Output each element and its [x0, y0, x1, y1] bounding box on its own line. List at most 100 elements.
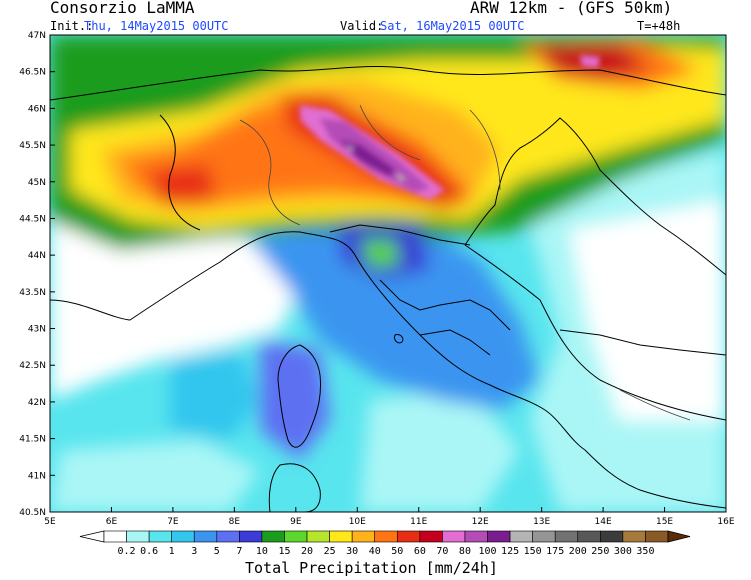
border-piedmont	[239, 119, 301, 226]
legend-color-box	[487, 530, 511, 543]
lat-tick-label: 45.5N	[19, 141, 46, 151]
regional-border-2	[419, 329, 491, 356]
legend-value-label: 10	[256, 546, 268, 557]
area-green-apennine	[360, 240, 400, 268]
legend-value-label: 3	[191, 546, 197, 557]
area-blue-corsica	[260, 340, 330, 460]
legend-color-box	[622, 530, 646, 543]
alpine-border	[50, 66, 726, 101]
legend-color-box	[261, 530, 285, 543]
legend-title: Total Precipitation [mm/24h]	[245, 559, 498, 577]
legend-color-box	[171, 530, 195, 543]
legend-value-label: 60	[414, 546, 426, 557]
lat-tick-label: 40.5N	[19, 508, 46, 518]
lon-tick-label: 14E	[595, 517, 612, 527]
area-cyan-sea	[170, 350, 260, 440]
area-magenta-ne	[580, 55, 600, 68]
legend-color-box	[645, 530, 669, 543]
legend-value-label: 30	[346, 546, 358, 557]
adriatic-north-coast	[464, 117, 726, 276]
lon-tick-label: 11E	[410, 517, 427, 527]
lat-tick-label: 43N	[28, 325, 46, 335]
lat-tick-label: 42N	[28, 398, 46, 408]
lat-tick-label: 41.5N	[19, 435, 46, 445]
lat-tick-label: 46.5N	[19, 68, 46, 78]
sardinia-coast	[268, 463, 321, 512]
map-frame	[49, 34, 727, 513]
lat-tick-label: 42.5N	[19, 361, 46, 371]
init-value: Thu, 14May2015 00UTC	[84, 19, 229, 33]
area-grey-core-2	[395, 172, 407, 182]
legend-color-box	[306, 530, 330, 543]
latitude-axis: 47N 46.5N 46N 45.5N 45N 44.5N 44N 43.5N 43N 42.5N…	[19, 31, 55, 518]
lat-tick-label: 44.5N	[19, 214, 46, 224]
lon-tick-label: 7E	[167, 517, 179, 527]
legend-value-label: 250	[591, 546, 609, 557]
valid-value: Sat, 16May2015 00UTC	[380, 19, 525, 33]
legend-color-box	[577, 530, 601, 543]
lat-tick-label: 43.5N	[19, 288, 46, 298]
legend-color-box	[374, 530, 398, 543]
lat-tick-label: 45N	[28, 178, 46, 188]
legend-labels: 0.2 0.6 1 3 5 7 10 15 20 25 30 40 50 60 70 80 100 125 150 1…	[118, 546, 655, 557]
lon-tick-label: 12E	[472, 517, 489, 527]
italy-west-coast	[50, 231, 726, 509]
legend-color-box	[509, 530, 533, 543]
legend-value-label: 200	[569, 546, 587, 557]
legend-color-box	[329, 530, 353, 543]
legend-color-box	[103, 530, 127, 543]
legend-value-label: 5	[214, 546, 220, 557]
legend-color-box	[442, 530, 466, 543]
lon-tick-label: 9E	[290, 517, 302, 527]
legend-color-box	[216, 530, 240, 543]
apennine-border	[329, 224, 471, 246]
lat-tick-label: 46N	[28, 104, 46, 114]
precipitation-field	[50, 35, 726, 512]
legend-value-label: 40	[369, 546, 381, 557]
legend-value-label: 175	[546, 546, 564, 557]
lon-tick-label: 5E	[44, 517, 56, 527]
lat-tick-label: 44N	[28, 251, 46, 261]
elba-coast	[394, 334, 404, 344]
legend-value-label: 1	[169, 546, 175, 557]
legend-color-box	[554, 530, 579, 543]
coastlines	[50, 66, 726, 512]
lon-tick-label: 6E	[106, 517, 118, 527]
producer-title: Consorzio LaMMA	[50, 0, 195, 17]
legend-arrow-left	[79, 530, 105, 543]
inner-borders	[239, 104, 691, 421]
regional-border-3	[559, 329, 726, 356]
legend-color-box	[284, 530, 308, 543]
area-grey-core	[345, 145, 355, 152]
legend-color-box	[351, 530, 376, 543]
lon-tick-label: 13E	[533, 517, 550, 527]
lon-tick-label: 16E	[717, 517, 734, 527]
legend-color-box	[419, 530, 443, 543]
legend-value-label: 300	[614, 546, 632, 557]
legend-color-box	[464, 530, 488, 543]
legend-value-label: 15	[278, 546, 290, 557]
border-south	[619, 389, 691, 421]
french-border	[159, 114, 201, 231]
area-dry-east	[570, 200, 726, 420]
legend-color-box	[148, 530, 172, 543]
area-red-west	[150, 165, 215, 205]
legend-value-label: 20	[301, 546, 313, 557]
lead-time: T=+48h	[637, 19, 681, 33]
lat-tick-label: 41N	[28, 471, 46, 481]
valid-label: Valid:	[340, 19, 384, 33]
corsica-coast	[277, 344, 321, 448]
legend-value-label: 50	[391, 546, 403, 557]
legend-value-label: 7	[236, 546, 242, 557]
legend-arrow-right	[667, 530, 691, 543]
legend-color-box	[600, 530, 624, 543]
legend-value-label: 350	[636, 546, 654, 557]
legend-value-label: 0.2	[118, 546, 136, 557]
lon-tick-label: 10E	[349, 517, 366, 527]
legend-color-box	[532, 530, 556, 543]
area-light-tyrrhenian	[360, 390, 520, 512]
legend-value-label: 70	[436, 546, 448, 557]
area-dry-west	[50, 215, 300, 400]
init-label: Init.:	[50, 19, 94, 33]
legend-value-label: 100	[478, 546, 496, 557]
